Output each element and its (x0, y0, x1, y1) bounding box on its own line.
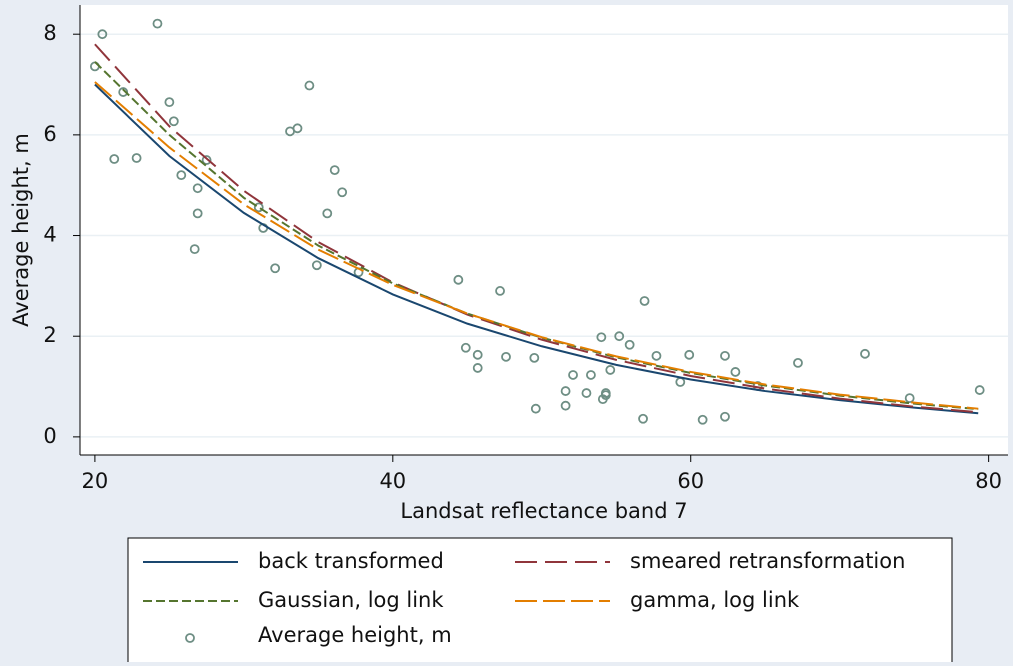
scatter-point (453, 274, 464, 285)
grid (80, 33, 1008, 438)
scatter-point (904, 393, 915, 404)
scatter-point (720, 411, 730, 422)
scatter-point (560, 400, 571, 411)
scatter-point (472, 363, 483, 373)
scatter-point (651, 350, 662, 361)
scatter-point (270, 263, 281, 274)
y-tick-label: 8 (43, 21, 56, 45)
scatter-point (192, 208, 203, 219)
scatter-point (586, 370, 596, 380)
scatter-point (168, 116, 179, 127)
scatter-point (118, 87, 129, 97)
y-tick-label: 0 (43, 424, 56, 448)
scatter-point (164, 97, 175, 108)
scatter-point (614, 331, 625, 342)
scatter-point (639, 296, 650, 306)
scatter-point (793, 357, 803, 368)
scatter-point (97, 29, 108, 40)
y-tick-label: 4 (43, 223, 56, 247)
scatter-point (600, 388, 611, 398)
scatter-point (530, 403, 541, 414)
plot-area (80, 5, 1008, 455)
legend-label: back transformed (258, 549, 444, 573)
scatter-point (322, 208, 333, 219)
x-tick-label: 40 (379, 469, 406, 493)
scatter-point (605, 365, 616, 375)
scatter-point (624, 339, 635, 350)
marks (89, 18, 985, 425)
scatter-point (472, 349, 483, 360)
legend-label: smeared retransformation (630, 549, 905, 573)
scatter-point (596, 332, 607, 343)
legend: back transformed smeared retransformation… (143, 549, 905, 647)
scatter-point (337, 187, 348, 198)
scatter-point (860, 348, 870, 359)
scatter-point (329, 165, 340, 176)
scatter-point (560, 386, 571, 396)
scatter-point (109, 154, 120, 164)
line-series (94, 83, 979, 415)
scatter-point (192, 183, 203, 194)
scatter-point (201, 155, 212, 165)
x-tick-label: 20 (82, 469, 109, 493)
scatter-point (495, 286, 505, 296)
x-tick-label: 60 (677, 469, 704, 493)
scatter-point (304, 80, 315, 91)
scatter-point (292, 123, 303, 134)
legend-label: Average height, m (258, 623, 452, 647)
legend-label: Gaussian, log link (258, 588, 444, 612)
line-series (94, 81, 979, 410)
scatter-point (460, 342, 471, 353)
scatter-point (638, 413, 648, 424)
axes: 0 2 4 6 8 20 40 60 80 (43, 5, 1008, 493)
scatter-point (684, 349, 695, 360)
y-tick-label: 6 (43, 122, 56, 146)
scatter-point (176, 170, 187, 181)
scatter-point (501, 351, 511, 362)
y-axis-label: Average height, m (9, 133, 33, 327)
scatter-point (720, 350, 730, 361)
scatter-point (974, 385, 985, 395)
scatter-point (568, 370, 578, 380)
legend-swatch (185, 633, 195, 643)
x-axis-label: Landsat reflectance band 7 (400, 499, 687, 523)
scatter-point (311, 260, 322, 271)
y-tick-label: 2 (43, 323, 56, 347)
scatter-point (152, 18, 163, 29)
scatter-point (189, 244, 200, 255)
line-series (94, 43, 979, 414)
legend-label: gamma, log link (630, 588, 800, 612)
scatter-point (697, 414, 708, 425)
scatter-point (730, 367, 741, 377)
scatter-point (253, 202, 264, 213)
scatter-point (131, 153, 142, 163)
scatter-point (581, 388, 592, 398)
legend-box (127, 537, 953, 666)
scatter-point (529, 352, 540, 363)
x-tick-label: 80 (975, 469, 1002, 493)
